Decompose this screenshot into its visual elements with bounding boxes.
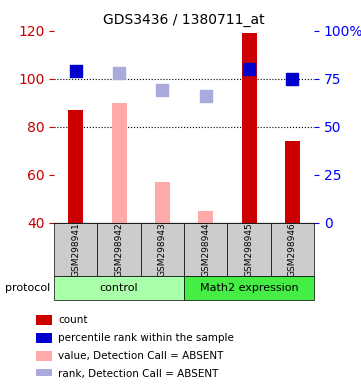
FancyBboxPatch shape bbox=[54, 276, 184, 300]
Bar bbox=[36, 351, 52, 361]
Bar bbox=[112, 103, 127, 223]
Text: Math2 expression: Math2 expression bbox=[200, 283, 299, 293]
FancyBboxPatch shape bbox=[141, 223, 184, 276]
FancyBboxPatch shape bbox=[54, 223, 97, 276]
Text: control: control bbox=[100, 283, 138, 293]
FancyBboxPatch shape bbox=[271, 223, 314, 276]
Title: GDS3436 / 1380711_at: GDS3436 / 1380711_at bbox=[103, 13, 265, 27]
Bar bbox=[68, 110, 83, 223]
Point bbox=[160, 87, 165, 93]
Point bbox=[73, 68, 79, 74]
Point bbox=[203, 93, 209, 99]
Point bbox=[290, 76, 295, 82]
Text: GSM298942: GSM298942 bbox=[115, 222, 123, 277]
FancyBboxPatch shape bbox=[184, 223, 227, 276]
Text: GSM298944: GSM298944 bbox=[201, 222, 210, 277]
Text: count: count bbox=[58, 314, 88, 324]
Text: GSM298943: GSM298943 bbox=[158, 222, 167, 277]
Point bbox=[116, 70, 122, 76]
FancyBboxPatch shape bbox=[184, 276, 314, 300]
Text: rank, Detection Call = ABSENT: rank, Detection Call = ABSENT bbox=[58, 369, 219, 379]
Text: percentile rank within the sample: percentile rank within the sample bbox=[58, 333, 234, 343]
Bar bbox=[36, 315, 52, 325]
Bar bbox=[198, 211, 213, 223]
Bar bbox=[36, 369, 52, 379]
Text: value, Detection Call = ABSENT: value, Detection Call = ABSENT bbox=[58, 351, 224, 361]
FancyBboxPatch shape bbox=[97, 223, 141, 276]
Text: GSM298941: GSM298941 bbox=[71, 222, 80, 277]
Bar bbox=[36, 333, 52, 343]
Text: GSM298945: GSM298945 bbox=[245, 222, 253, 277]
Text: protocol: protocol bbox=[5, 283, 50, 293]
Bar bbox=[242, 33, 257, 223]
Text: GSM298946: GSM298946 bbox=[288, 222, 297, 277]
Bar bbox=[285, 141, 300, 223]
Point bbox=[246, 66, 252, 72]
Bar bbox=[155, 182, 170, 223]
FancyBboxPatch shape bbox=[227, 223, 271, 276]
